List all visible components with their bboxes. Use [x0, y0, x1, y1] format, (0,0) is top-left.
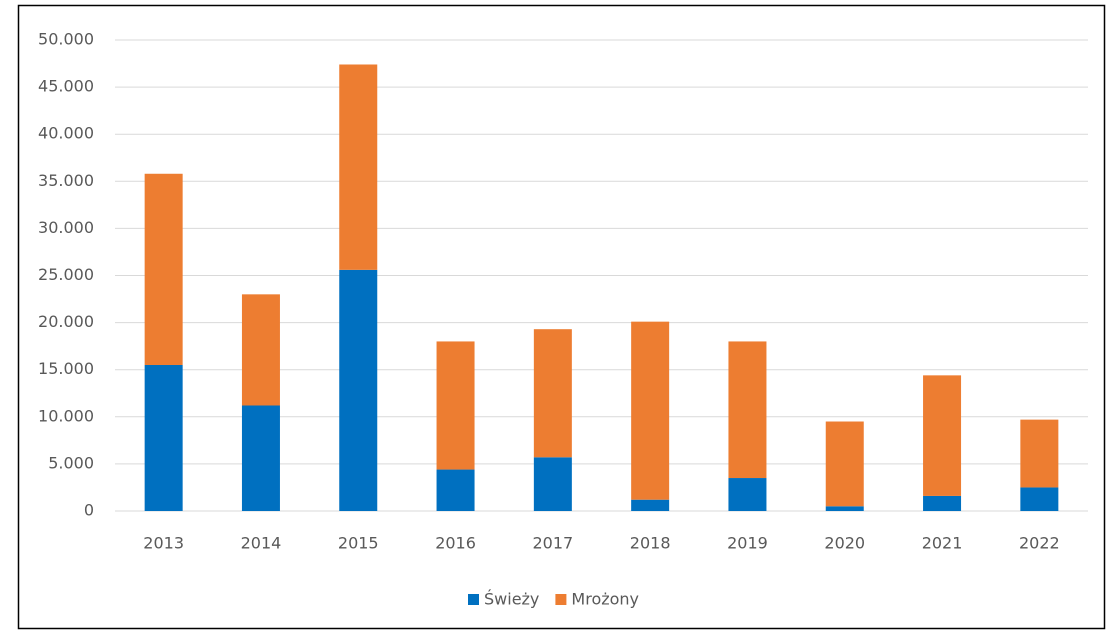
y-tick-label: 35.000	[38, 171, 94, 190]
x-tick-label: 2018	[630, 534, 671, 553]
y-tick-label: 20.000	[38, 312, 94, 331]
x-tick-label: 2017	[532, 534, 573, 553]
bar-segment	[923, 375, 962, 496]
y-tick-label: 40.000	[38, 124, 94, 143]
bar-segment	[533, 329, 572, 458]
bar-segment	[436, 341, 475, 470]
y-tick-label: 5.000	[48, 453, 94, 472]
y-tick-label: 25.000	[38, 265, 94, 284]
y-tick-label: 0	[84, 501, 94, 520]
bar-segment	[339, 64, 378, 270]
x-tick-label: 2022	[1019, 534, 1060, 553]
frame	[17, 4, 1106, 630]
bar-segment	[144, 173, 183, 365]
legend-label: Mrożony	[571, 590, 639, 609]
x-tick-label: 2015	[338, 534, 379, 553]
bar-segment	[241, 294, 280, 406]
y-tick-label: 45.000	[38, 77, 94, 96]
y-tick-label: 15.000	[38, 359, 94, 378]
x-tick-label: 2016	[435, 534, 476, 553]
bar-segment	[923, 495, 962, 511]
bar-segment	[728, 478, 767, 511]
bar-segment	[436, 469, 475, 511]
bar-segment	[825, 421, 864, 507]
legend-label: Świeży	[484, 590, 539, 609]
bar-segment	[728, 341, 767, 479]
bar-segment	[1020, 487, 1059, 511]
x-tick-label: 2013	[143, 534, 184, 553]
bar-segment	[533, 457, 572, 511]
x-tick-label: 2020	[824, 534, 865, 553]
x-tick-label: 2019	[727, 534, 768, 553]
bar-segment	[631, 321, 670, 500]
y-tick-label: 50.000	[38, 30, 94, 49]
bar-segment	[144, 364, 183, 511]
bar-segment	[1020, 419, 1059, 488]
bar-segment	[339, 269, 378, 511]
bar-segment	[825, 506, 864, 511]
x-tick-label: 2014	[241, 534, 282, 553]
bar-segment	[631, 499, 670, 511]
legend-swatch	[468, 594, 479, 605]
x-tick-label: 2021	[922, 534, 963, 553]
y-tick-label: 30.000	[38, 218, 94, 237]
y-tick-label: 10.000	[38, 406, 94, 425]
legend-swatch	[555, 594, 567, 605]
bar-segment	[241, 405, 280, 511]
